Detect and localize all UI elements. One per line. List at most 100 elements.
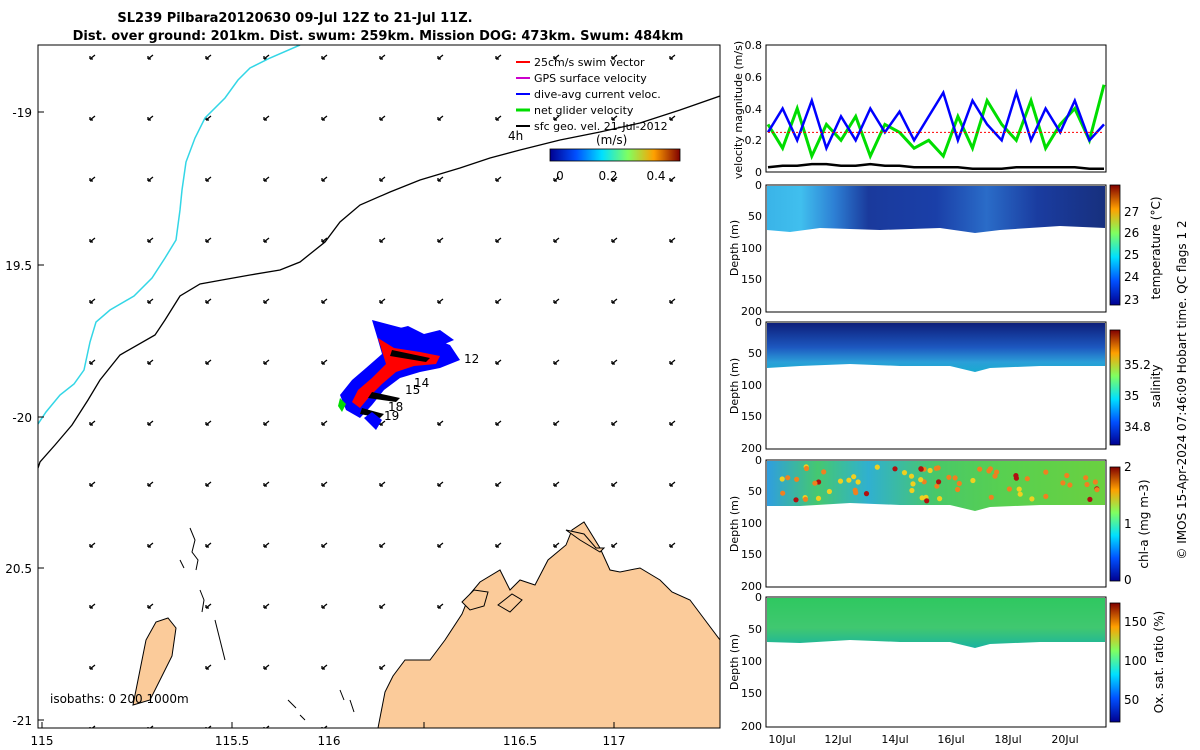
depth-tick: 0 [755,179,762,192]
geo-arrow [321,603,328,609]
chl-dot [1017,491,1023,497]
geo-arrow [495,420,502,426]
map-legend: 25cm/s swim vector GPS surface velocity … [516,56,668,133]
cbar-tick: 150 [1124,615,1147,629]
geo-arrow [89,298,96,304]
isobaths-label: isobaths: 0 200 1000m [50,692,189,706]
geo-arrow [611,237,618,243]
geo-arrow [89,481,96,487]
geo-arrow [611,420,618,426]
map-panel: 12 14 15 18 19 -19 19.5 -20 20.5 -21 115… [5,44,721,748]
geo-arrow [379,298,386,304]
geo-arrow [553,542,560,548]
depth-tick: 50 [748,210,762,223]
geo-arrow [437,420,444,426]
geo-arrow [263,603,270,609]
geo-arrow [669,237,676,243]
geo-arrow [437,298,444,304]
map-ytick: -20 [12,411,32,425]
geo-arrow [263,298,270,304]
cbar-tick: 1 [1124,517,1132,531]
map-xtick: 115 [31,734,54,748]
colorbar-left-label: 4h [508,129,523,143]
time-tick: 12Jul [824,733,851,746]
geo-arrow [611,359,618,365]
velocity-series-line [766,84,1106,161]
oxygen-panel: 0 50 100 150 200 Depth (m) 150 100 50 Ox… [728,591,1166,733]
geo-arrow [321,54,328,60]
map-ytick: -21 [12,714,32,728]
geo-arrow [89,359,96,365]
chl-cbar-label: chl-a (mg m-3) [1137,479,1151,568]
geo-arrow [611,481,618,487]
cbar-tick: 25 [1124,248,1139,262]
legend-geo-velocity: sfc geo. vel. 21-Jul-2012 [534,120,668,133]
geo-arrow [147,176,154,182]
map-ytick: -19 [12,106,32,120]
geo-arrow [669,481,676,487]
geo-arrow [437,115,444,121]
chl-dot [924,498,930,504]
geo-arrow [437,237,444,243]
geo-arrow [147,237,154,243]
chl-dot [1084,481,1090,488]
chl-dot [1024,476,1030,482]
chl-dot [780,490,786,496]
geo-arrow [205,603,212,609]
cbar-tick: 24 [1124,270,1139,284]
geo-arrow [611,542,618,548]
velocity-series [766,84,1106,171]
legend-current-velocity: dive-avg current veloc. [534,88,661,101]
ox-ylabel: Depth (m) [728,634,741,690]
geo-arrow [89,176,96,182]
cbar-tick: 35.2 [1124,358,1151,372]
time-axis: 10Jul 12Jul 14Jul 16Jul 18Jul 20Jul [768,733,1078,746]
geo-arrow [147,359,154,365]
geo-arrow [379,237,386,243]
salinity-panel: 0 50 100 150 200 Depth (m) 35.2 35 34.8 … [728,316,1163,455]
geo-arrow [89,542,96,548]
map-ytick-labels: -19 19.5 -20 20.5 -21 [5,106,32,728]
velocity-ylabel: velocity magnitude (m/s) [732,41,745,179]
geo-arrow [553,420,560,426]
island-small-2 [497,593,523,613]
chl-dot [1067,482,1073,488]
depth-tick: 200 [741,720,762,733]
chl-dot [970,477,976,484]
geo-arrow [379,481,386,487]
geo-arrow [89,603,96,609]
barrow-island [132,617,177,706]
geo-arrow [553,176,560,182]
chl-dot [1043,469,1049,475]
chl-dot [1029,496,1035,502]
sal-cbar-label: salinity [1149,364,1163,407]
velocity-yticks: 0 0.2 0.4 0.6 0.8 [745,39,763,179]
cbar-tick: 100 [1124,654,1147,668]
map-ytick: 20.5 [5,562,32,576]
depth-tick: 200 [741,580,762,593]
geo-arrow [321,176,328,182]
depth-tick: 100 [741,379,762,392]
cbar-tick: 2 [1124,460,1132,474]
depth-tick: 150 [741,273,762,286]
temperature-panel: 0 50 100 150 200 Depth (m) 27 26 25 24 2… [728,179,1163,318]
map-xtick: 116.5 [503,734,537,748]
geo-arrow [205,420,212,426]
chl-dot [1060,480,1066,486]
chl-dot [794,476,800,482]
geo-arrow [437,481,444,487]
chl-dot [812,480,818,486]
chl-ylabel: Depth (m) [728,496,741,552]
geo-arrow [669,298,676,304]
geo-arrow [147,603,154,609]
geo-arrow [611,176,618,182]
geo-arrow [495,115,502,121]
geo-arrow [263,176,270,182]
legend-glider-velocity: net glider velocity [534,104,634,117]
geo-arrow [495,359,502,365]
geo-arrow [553,115,560,121]
depth-tick: 50 [748,485,762,498]
isobath-200m [38,45,301,425]
day-label: 14 [414,376,429,390]
geo-arrow [321,481,328,487]
